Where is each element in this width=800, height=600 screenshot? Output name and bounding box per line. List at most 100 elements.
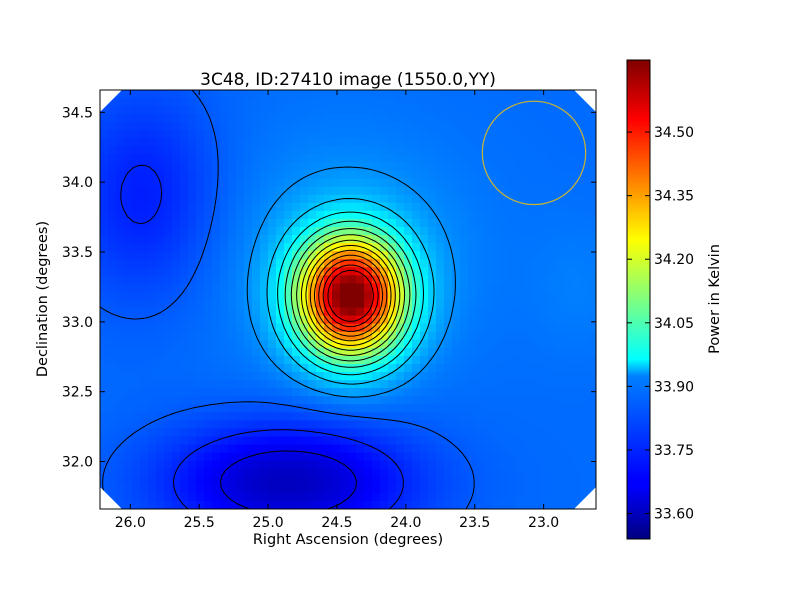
heatmap-cell <box>460 484 469 494</box>
heatmap-cell <box>412 460 421 470</box>
heatmap-cell <box>452 114 461 123</box>
heatmap-cell <box>164 170 173 180</box>
heatmap-cell <box>228 186 237 196</box>
heatmap-cell <box>380 420 389 430</box>
heatmap-cell <box>100 404 109 413</box>
heatmap-cell <box>324 500 333 509</box>
heatmap-cell <box>572 380 581 389</box>
heatmap-cell <box>564 122 573 131</box>
heatmap-cell <box>524 218 533 228</box>
heatmap-cell <box>444 331 453 341</box>
heatmap-cell <box>524 202 533 212</box>
heatmap-cell <box>244 138 253 148</box>
heatmap-cell <box>284 307 293 317</box>
heatmap-cell <box>140 146 149 156</box>
heatmap-cell <box>476 283 485 293</box>
heatmap-cell <box>148 90 157 99</box>
heatmap-cell <box>380 460 389 470</box>
heatmap-cell <box>204 194 213 204</box>
heatmap-cell <box>412 235 421 244</box>
heatmap-cell <box>204 130 213 139</box>
heatmap-cell <box>164 210 173 220</box>
heatmap-cell <box>220 283 229 293</box>
heatmap-cell <box>180 323 189 333</box>
heatmap-cell <box>580 114 589 123</box>
heatmap-cell <box>268 404 277 413</box>
heatmap-cell <box>476 355 485 365</box>
heatmap-cell <box>500 162 509 172</box>
heatmap-cell <box>500 226 509 236</box>
heatmap-cell <box>108 275 117 284</box>
heatmap-cell <box>516 323 525 333</box>
heatmap-cell <box>404 243 413 252</box>
heatmap-cell <box>260 355 269 365</box>
heatmap-cell <box>236 210 245 220</box>
heatmap-cell <box>372 452 381 462</box>
heatmap-cell <box>172 355 181 365</box>
heatmap-cell <box>228 291 237 301</box>
heatmap-cell <box>268 452 277 462</box>
heatmap-cell <box>508 363 517 373</box>
heatmap-cell <box>228 500 237 509</box>
heatmap-cell <box>172 396 181 405</box>
heatmap-cell <box>524 259 533 268</box>
heatmap-cell <box>532 178 541 188</box>
heatmap-cell <box>356 492 365 502</box>
heatmap-cell <box>228 307 237 317</box>
heatmap-cell <box>196 404 205 413</box>
heatmap-cell <box>332 226 341 236</box>
heatmap-cell <box>572 363 581 373</box>
heatmap-cell <box>516 500 525 509</box>
heatmap-cell <box>332 396 341 405</box>
heatmap-cell <box>116 90 125 99</box>
heatmap-cell <box>172 468 181 478</box>
heatmap-cell <box>500 396 509 405</box>
heatmap-cell <box>140 114 149 123</box>
heatmap-cell <box>508 388 517 397</box>
heatmap-cell <box>196 484 205 494</box>
heatmap-cell <box>372 226 381 236</box>
heatmap-cell <box>324 363 333 373</box>
heatmap-cell <box>364 476 373 486</box>
heatmap-cell <box>468 210 477 220</box>
heatmap-cell <box>148 170 157 180</box>
heatmap-cell <box>252 210 261 220</box>
heatmap-cell <box>484 436 493 446</box>
heatmap-cell <box>204 154 213 164</box>
heatmap-cell <box>260 178 269 188</box>
heatmap-cell <box>460 130 469 139</box>
heatmap-cell <box>404 226 413 236</box>
heatmap-cell <box>572 218 581 228</box>
heatmap-cell <box>428 404 437 413</box>
heatmap-cell <box>564 138 573 148</box>
heatmap-cell <box>148 420 157 430</box>
heatmap-cell <box>292 90 301 99</box>
heatmap-cell <box>220 363 229 373</box>
y-tick-label: 33.5 <box>62 245 93 261</box>
heatmap-cell <box>412 275 421 284</box>
heatmap-cell <box>260 468 269 478</box>
heatmap-cell <box>452 98 461 107</box>
heatmap-cell <box>268 114 277 123</box>
heatmap-cell <box>332 315 341 325</box>
heatmap-cell <box>580 323 589 333</box>
heatmap-cell <box>444 315 453 325</box>
heatmap-cell <box>340 347 349 357</box>
heatmap-cell <box>524 243 533 252</box>
heatmap-cell <box>420 460 429 470</box>
heatmap-cell <box>300 235 309 244</box>
heatmap-cell <box>564 412 573 421</box>
heatmap-cell <box>172 339 181 349</box>
heatmap-cell <box>124 275 133 284</box>
heatmap-cell <box>124 492 133 502</box>
heatmap-cell <box>124 98 133 107</box>
heatmap-cell <box>428 98 437 107</box>
heatmap-cell <box>116 162 125 172</box>
heatmap-cell <box>172 267 181 276</box>
heatmap-cell <box>444 468 453 478</box>
heatmap-cell <box>532 452 541 462</box>
heatmap-cell <box>100 275 109 284</box>
heatmap-cell <box>396 291 405 301</box>
heatmap-cell <box>332 154 341 164</box>
heatmap-cell <box>268 90 277 99</box>
